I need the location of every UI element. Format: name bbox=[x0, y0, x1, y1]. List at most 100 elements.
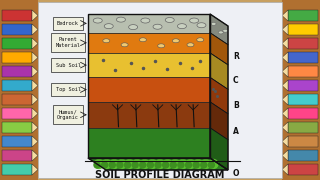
Circle shape bbox=[125, 159, 134, 168]
Circle shape bbox=[132, 159, 142, 168]
Polygon shape bbox=[282, 150, 288, 161]
Polygon shape bbox=[32, 108, 38, 119]
Ellipse shape bbox=[197, 38, 204, 42]
Circle shape bbox=[178, 159, 188, 168]
Circle shape bbox=[148, 159, 157, 168]
Polygon shape bbox=[288, 52, 318, 63]
Polygon shape bbox=[2, 122, 32, 133]
Polygon shape bbox=[288, 80, 318, 91]
Circle shape bbox=[102, 159, 111, 168]
Polygon shape bbox=[32, 122, 38, 133]
Ellipse shape bbox=[129, 25, 138, 30]
Ellipse shape bbox=[197, 23, 206, 28]
Polygon shape bbox=[282, 38, 288, 49]
Text: R: R bbox=[233, 52, 239, 61]
Polygon shape bbox=[282, 122, 288, 133]
Circle shape bbox=[163, 162, 169, 168]
Circle shape bbox=[110, 159, 119, 168]
Circle shape bbox=[209, 159, 218, 168]
Ellipse shape bbox=[103, 39, 110, 43]
Ellipse shape bbox=[141, 18, 150, 23]
Ellipse shape bbox=[172, 39, 179, 43]
Polygon shape bbox=[2, 24, 32, 35]
Polygon shape bbox=[288, 24, 318, 35]
Polygon shape bbox=[32, 164, 38, 175]
Polygon shape bbox=[282, 66, 288, 77]
Circle shape bbox=[186, 159, 195, 168]
Circle shape bbox=[117, 162, 123, 168]
Polygon shape bbox=[32, 150, 38, 161]
Circle shape bbox=[124, 162, 131, 168]
Circle shape bbox=[194, 159, 203, 168]
Polygon shape bbox=[2, 10, 32, 21]
Circle shape bbox=[170, 162, 176, 168]
Polygon shape bbox=[282, 52, 288, 63]
Polygon shape bbox=[2, 108, 32, 119]
Text: Top Soil: Top Soil bbox=[55, 87, 81, 92]
Circle shape bbox=[193, 162, 199, 168]
Polygon shape bbox=[2, 94, 32, 105]
Polygon shape bbox=[32, 10, 38, 21]
Polygon shape bbox=[88, 128, 210, 158]
Circle shape bbox=[109, 162, 115, 168]
FancyBboxPatch shape bbox=[38, 2, 282, 178]
Polygon shape bbox=[288, 108, 318, 119]
Polygon shape bbox=[88, 53, 210, 77]
Polygon shape bbox=[2, 38, 32, 49]
Circle shape bbox=[186, 162, 191, 168]
Polygon shape bbox=[282, 10, 288, 21]
Ellipse shape bbox=[140, 38, 147, 42]
Polygon shape bbox=[210, 33, 228, 65]
Polygon shape bbox=[32, 52, 38, 63]
Polygon shape bbox=[288, 136, 318, 147]
Polygon shape bbox=[282, 108, 288, 119]
Ellipse shape bbox=[223, 29, 228, 32]
Text: Humus/
Organic: Humus/ Organic bbox=[57, 109, 79, 120]
Circle shape bbox=[171, 159, 180, 168]
Polygon shape bbox=[88, 102, 210, 128]
Polygon shape bbox=[2, 150, 32, 161]
Polygon shape bbox=[32, 94, 38, 105]
FancyBboxPatch shape bbox=[282, 0, 320, 180]
Polygon shape bbox=[288, 94, 318, 105]
Polygon shape bbox=[88, 33, 210, 53]
Circle shape bbox=[94, 159, 103, 168]
Polygon shape bbox=[288, 10, 318, 21]
Circle shape bbox=[148, 162, 153, 168]
Ellipse shape bbox=[165, 17, 174, 22]
Ellipse shape bbox=[121, 43, 128, 47]
Polygon shape bbox=[88, 158, 228, 170]
Ellipse shape bbox=[177, 24, 187, 29]
Text: B: B bbox=[233, 101, 239, 110]
Polygon shape bbox=[288, 164, 318, 175]
Polygon shape bbox=[288, 66, 318, 77]
Ellipse shape bbox=[190, 18, 199, 23]
Circle shape bbox=[94, 162, 100, 168]
Polygon shape bbox=[210, 102, 228, 140]
Circle shape bbox=[201, 162, 207, 168]
FancyBboxPatch shape bbox=[0, 0, 38, 180]
Polygon shape bbox=[2, 136, 32, 147]
Text: O: O bbox=[233, 169, 239, 178]
Polygon shape bbox=[282, 24, 288, 35]
Ellipse shape bbox=[153, 24, 162, 29]
Polygon shape bbox=[210, 14, 228, 45]
Text: SOIL PROFILE DIAGRAM: SOIL PROFILE DIAGRAM bbox=[95, 170, 225, 180]
Circle shape bbox=[178, 162, 184, 168]
Polygon shape bbox=[282, 80, 288, 91]
Polygon shape bbox=[2, 164, 32, 175]
Polygon shape bbox=[2, 52, 32, 63]
Ellipse shape bbox=[187, 43, 194, 47]
Circle shape bbox=[155, 162, 161, 168]
Polygon shape bbox=[88, 14, 210, 33]
Text: Sub Soil: Sub Soil bbox=[55, 63, 81, 68]
Polygon shape bbox=[282, 94, 288, 105]
Polygon shape bbox=[88, 77, 210, 102]
Polygon shape bbox=[2, 80, 32, 91]
Polygon shape bbox=[2, 66, 32, 77]
Ellipse shape bbox=[211, 22, 216, 25]
Circle shape bbox=[201, 159, 210, 168]
Polygon shape bbox=[32, 136, 38, 147]
Polygon shape bbox=[32, 38, 38, 49]
Circle shape bbox=[140, 162, 146, 168]
